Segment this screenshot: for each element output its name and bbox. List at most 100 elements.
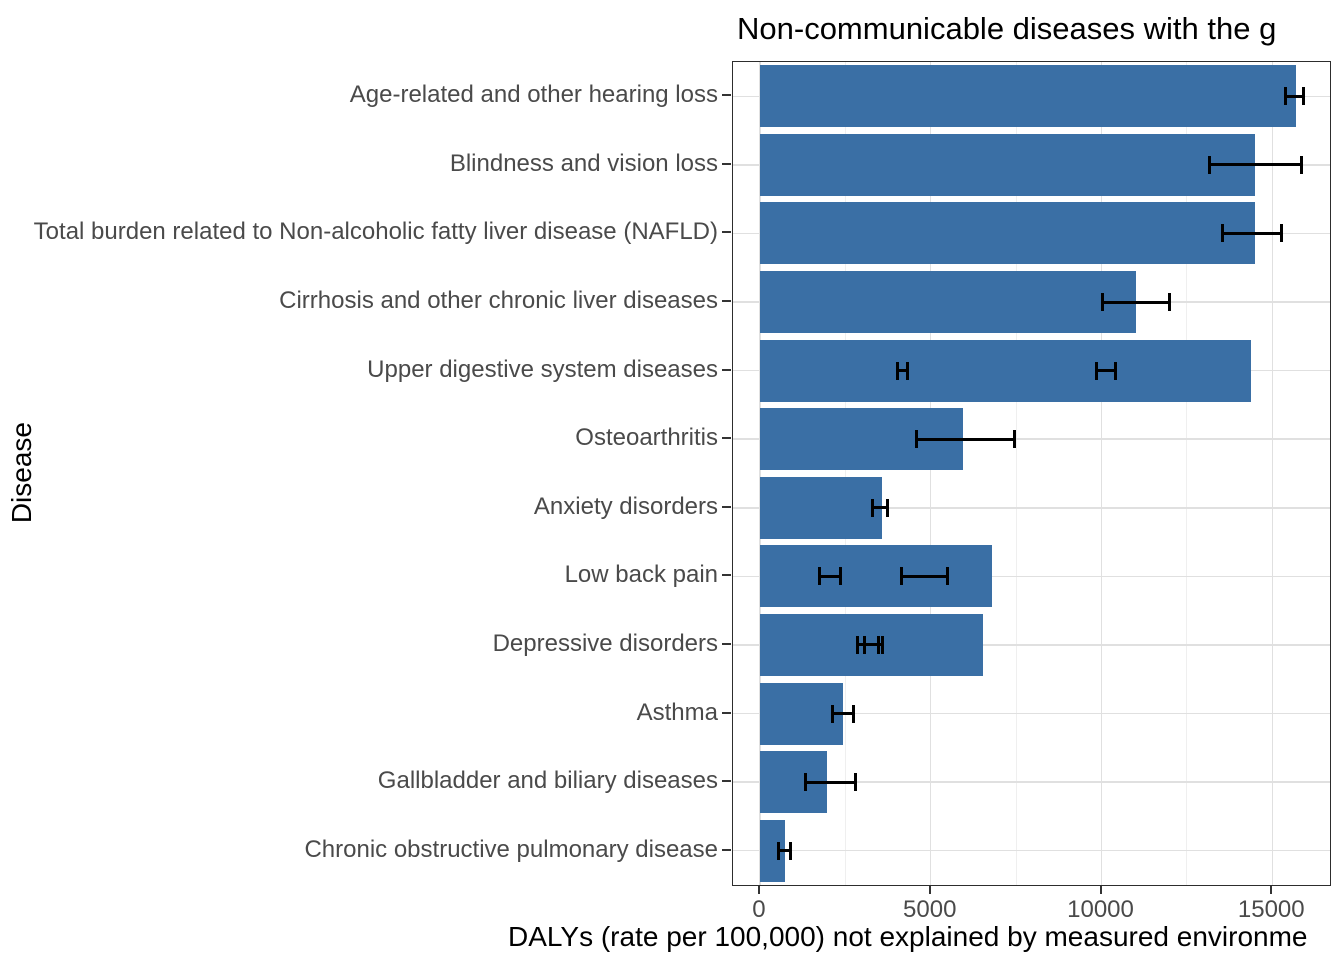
y-axis-title: Disease (6, 421, 37, 524)
error-bar-cap (830, 704, 834, 723)
error-bar-cap (852, 704, 856, 723)
error-bar-cap (896, 361, 900, 380)
x-tick-label: 10000 (1067, 896, 1134, 923)
error-bar (778, 849, 791, 853)
bar-2 (759, 133, 1256, 196)
plot-panel (732, 61, 1331, 886)
y-tick-mark (722, 505, 731, 508)
y-axis-label: Upper digestive system diseases (367, 355, 718, 383)
category-gridline (733, 644, 1330, 646)
error-bar (1222, 231, 1282, 235)
category-gridline (733, 438, 1330, 440)
x-tick-label: 5000 (903, 896, 957, 923)
y-axis-label: Gallbladder and biliary diseases (377, 767, 718, 795)
bar-10 (759, 682, 843, 745)
error-bar-cap (788, 841, 792, 860)
error-bar-cap (885, 498, 889, 517)
error-bar-cap (839, 567, 843, 586)
y-tick-mark (722, 162, 731, 165)
error-bar-cap (1220, 224, 1224, 243)
y-tick-mark (722, 231, 731, 234)
error-bar-cap (1114, 361, 1118, 380)
major-gridline (929, 62, 932, 885)
chart-title: Non-communicable diseases with the g (737, 11, 1277, 46)
error-bar-cap (881, 635, 885, 654)
error-bar (872, 506, 888, 510)
error-bar (1096, 369, 1116, 373)
category-gridline (733, 849, 1330, 852)
y-tick-mark (722, 780, 731, 783)
y-axis-label: Total burden related to Non-alcoholic fa… (33, 218, 718, 246)
error-bar (1102, 300, 1170, 304)
y-tick-mark (722, 711, 731, 714)
x-tick-label: 0 (752, 896, 766, 923)
y-tick-mark (722, 574, 731, 577)
x-tick-mark (1270, 886, 1273, 894)
error-bar-cap (817, 567, 821, 586)
error-bar-cap (915, 430, 919, 449)
y-tick-mark (722, 300, 731, 303)
y-tick-mark (722, 437, 731, 440)
y-axis-label: Anxiety disorders (533, 492, 718, 520)
major-gridline (759, 62, 761, 885)
error-bar-cap (776, 841, 780, 860)
bar-3 (759, 202, 1255, 265)
error-bar-cap (1300, 155, 1304, 174)
error-bar-cap (1101, 293, 1105, 312)
error-bar-cap (1013, 430, 1017, 449)
error-bar-cap (854, 773, 858, 792)
error-bar (916, 437, 1015, 441)
y-axis-label: Osteoarthritis (575, 424, 718, 452)
y-axis-label: Blindness and vision loss (449, 149, 718, 177)
error-bar-cap (1301, 87, 1305, 106)
error-bar (819, 574, 841, 578)
error-bar-cap (870, 498, 874, 517)
y-axis-label: Age-related and other hearing loss (349, 81, 718, 109)
y-tick-mark (722, 848, 731, 851)
category-gridline (733, 575, 1330, 578)
error-bar-cap (946, 567, 950, 586)
y-axis-label: Chronic obstructive pulmonary disease (304, 835, 718, 863)
major-gridline (1271, 62, 1274, 885)
error-bar-cap (1280, 224, 1283, 243)
error-bar-cap (803, 773, 807, 792)
error-bar-cap (1094, 361, 1098, 380)
y-axis-label: Depressive disorders (492, 629, 718, 657)
category-gridline (733, 507, 1330, 509)
bar-5 (759, 339, 1251, 402)
minor-gridline (1186, 62, 1188, 885)
x-axis-title: DALYs (rate per 100,000) not explained b… (508, 921, 1308, 952)
error-bar (1285, 94, 1303, 98)
y-axis-label: Asthma (636, 698, 718, 726)
y-tick-mark (722, 94, 731, 97)
error-bar-cap (1284, 87, 1288, 106)
y-tick-mark (722, 642, 731, 645)
major-gridline (1100, 62, 1103, 885)
y-axis-label: Low back pain (564, 561, 718, 589)
y-axis-label: Cirrhosis and other chronic liver diseas… (279, 287, 718, 315)
x-tick-mark (1099, 886, 1102, 894)
minor-gridline (844, 62, 846, 885)
bar-8 (759, 545, 993, 608)
error-bar-cap (862, 635, 866, 654)
minor-gridline (1015, 62, 1017, 885)
error-bar-cap (906, 361, 910, 380)
error-bar (805, 780, 856, 784)
x-tick-mark (928, 886, 931, 894)
error-bar (897, 369, 908, 373)
category-gridline (733, 781, 1330, 783)
error-bar-cap (1167, 293, 1171, 312)
x-tick-mark (757, 886, 760, 894)
x-tick-label: 15000 (1237, 896, 1305, 923)
category-gridline (733, 712, 1330, 715)
error-bar-cap (899, 567, 903, 586)
y-tick-mark (722, 368, 731, 371)
error-bar-cap (1207, 155, 1211, 174)
error-bar (864, 643, 883, 647)
error-bar-cap (855, 635, 859, 654)
bar-1 (759, 65, 1297, 128)
error-bar (832, 712, 854, 716)
bar-7 (759, 476, 882, 539)
error-bar (901, 574, 948, 578)
